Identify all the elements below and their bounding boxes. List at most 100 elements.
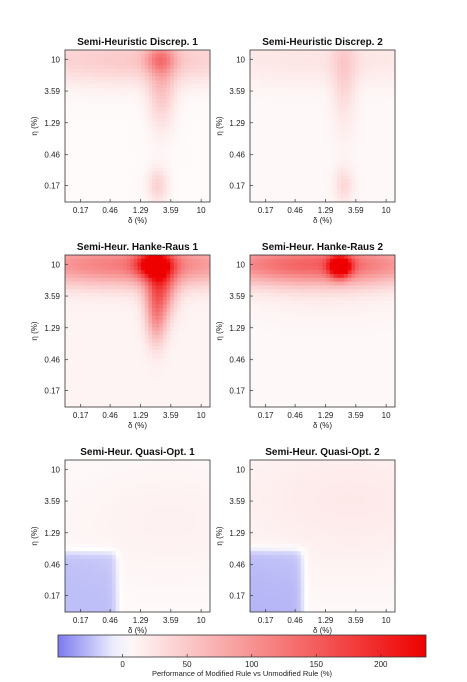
heatmap-cell xyxy=(65,304,70,309)
heatmap-cell xyxy=(152,346,157,351)
heatmap-cell xyxy=(104,388,110,393)
heatmap-cell xyxy=(94,50,99,55)
heatmap-cell xyxy=(65,88,70,93)
heatmap-cell xyxy=(177,331,182,336)
heatmap-cell xyxy=(264,88,269,93)
heatmap-cell xyxy=(75,152,81,157)
heatmap-cell xyxy=(191,91,197,97)
heatmap-cell xyxy=(152,118,157,123)
heatmap-cell xyxy=(159,274,164,279)
heatmap-cell xyxy=(101,365,106,370)
heatmap-cell xyxy=(268,145,273,150)
heatmap-cell xyxy=(130,167,135,173)
heatmap-cell xyxy=(137,110,142,116)
heatmap-cell xyxy=(376,122,382,127)
heatmap-cell xyxy=(141,114,146,119)
heatmap-cell xyxy=(65,167,70,173)
heatmap-cell xyxy=(86,84,91,89)
heatmap-cell xyxy=(112,285,117,290)
heatmap-cell xyxy=(315,167,320,173)
heatmap-cell xyxy=(351,80,356,85)
heatmap-cell xyxy=(387,152,392,157)
heatmap-cell xyxy=(387,84,392,89)
heatmap-cell xyxy=(289,167,295,173)
heatmap-cell xyxy=(279,194,284,199)
heatmap-cell xyxy=(86,312,91,317)
heatmap-cell xyxy=(373,114,378,119)
heatmap-cell xyxy=(152,315,157,321)
heatmap-cell xyxy=(162,118,168,123)
heatmap-cell xyxy=(101,255,106,260)
heatmap-cell xyxy=(282,183,287,188)
heatmap-cell xyxy=(373,190,378,195)
heatmap-cell xyxy=(202,376,207,381)
heatmap-cell xyxy=(191,88,197,93)
heatmap-cell xyxy=(202,258,207,264)
heatmap-cell xyxy=(184,255,189,260)
heatmap-cell xyxy=(155,110,160,116)
heatmap-cell xyxy=(90,69,95,74)
heatmap-cell xyxy=(184,145,189,150)
heatmap-cell xyxy=(148,323,153,328)
heatmap-cell xyxy=(123,122,128,127)
heatmap-cell xyxy=(184,103,189,108)
heatmap-cell xyxy=(308,156,313,161)
heatmap-cell xyxy=(155,107,160,112)
heatmap-cell xyxy=(195,346,200,351)
heatmap-cell xyxy=(90,156,95,161)
heatmap-cell xyxy=(191,156,197,161)
heatmap-cell xyxy=(366,190,371,195)
heatmap-cell xyxy=(65,57,70,62)
heatmap-cell xyxy=(159,338,164,343)
heatmap-cell xyxy=(119,137,124,142)
heatmap-cell xyxy=(322,262,327,267)
heatmap-cell xyxy=(75,148,81,154)
heatmap-cell xyxy=(333,69,338,74)
heatmap-cell xyxy=(144,304,149,309)
heatmap-cell xyxy=(130,76,135,81)
heatmap-cell xyxy=(271,179,276,184)
heatmap-cell xyxy=(101,353,106,359)
heatmap-cell xyxy=(159,118,164,123)
heatmap-cell xyxy=(271,61,276,66)
heatmap-cell xyxy=(184,304,189,309)
heatmap-cell xyxy=(68,384,73,389)
heatmap-cell xyxy=(148,190,153,195)
heatmap-cell xyxy=(155,296,160,302)
heatmap-cell xyxy=(373,186,378,192)
heatmap-cell xyxy=(318,65,324,70)
heatmap-cell xyxy=(108,183,113,188)
heatmap-cell xyxy=(68,152,73,157)
heatmap-cell xyxy=(391,171,395,176)
heatmap-cell xyxy=(133,281,139,286)
heatmap-cell xyxy=(141,148,146,154)
heatmap-cell xyxy=(123,88,128,93)
heatmap-cell xyxy=(355,190,360,195)
heatmap-cell xyxy=(130,175,135,180)
heatmap-cell xyxy=(152,399,157,404)
heatmap-cell xyxy=(86,194,91,199)
heatmap-cell xyxy=(275,57,280,62)
heatmap-cell xyxy=(119,148,124,154)
heatmap-cell xyxy=(152,384,157,389)
heatmap-cell xyxy=(340,133,345,138)
heatmap-cell xyxy=(97,357,102,362)
heatmap-cell xyxy=(337,84,342,89)
heatmap-cell xyxy=(250,183,255,188)
heatmap-cell xyxy=(141,266,146,271)
heatmap-cell xyxy=(115,304,120,309)
heatmap-cell xyxy=(188,315,193,321)
heatmap-cell xyxy=(152,194,157,199)
heatmap-cell xyxy=(72,122,77,127)
heatmap-cell xyxy=(191,69,197,74)
heatmap-cell xyxy=(344,258,349,264)
heatmap-cell xyxy=(141,61,146,66)
heatmap-cell xyxy=(199,156,204,161)
heatmap-cell xyxy=(79,183,84,188)
heatmap-cell xyxy=(177,126,182,131)
heatmap-cell xyxy=(260,179,266,184)
heatmap-cell xyxy=(65,277,70,283)
heatmap-cell xyxy=(79,167,84,173)
heatmap-cell xyxy=(68,107,73,112)
heatmap-cell xyxy=(329,53,334,59)
